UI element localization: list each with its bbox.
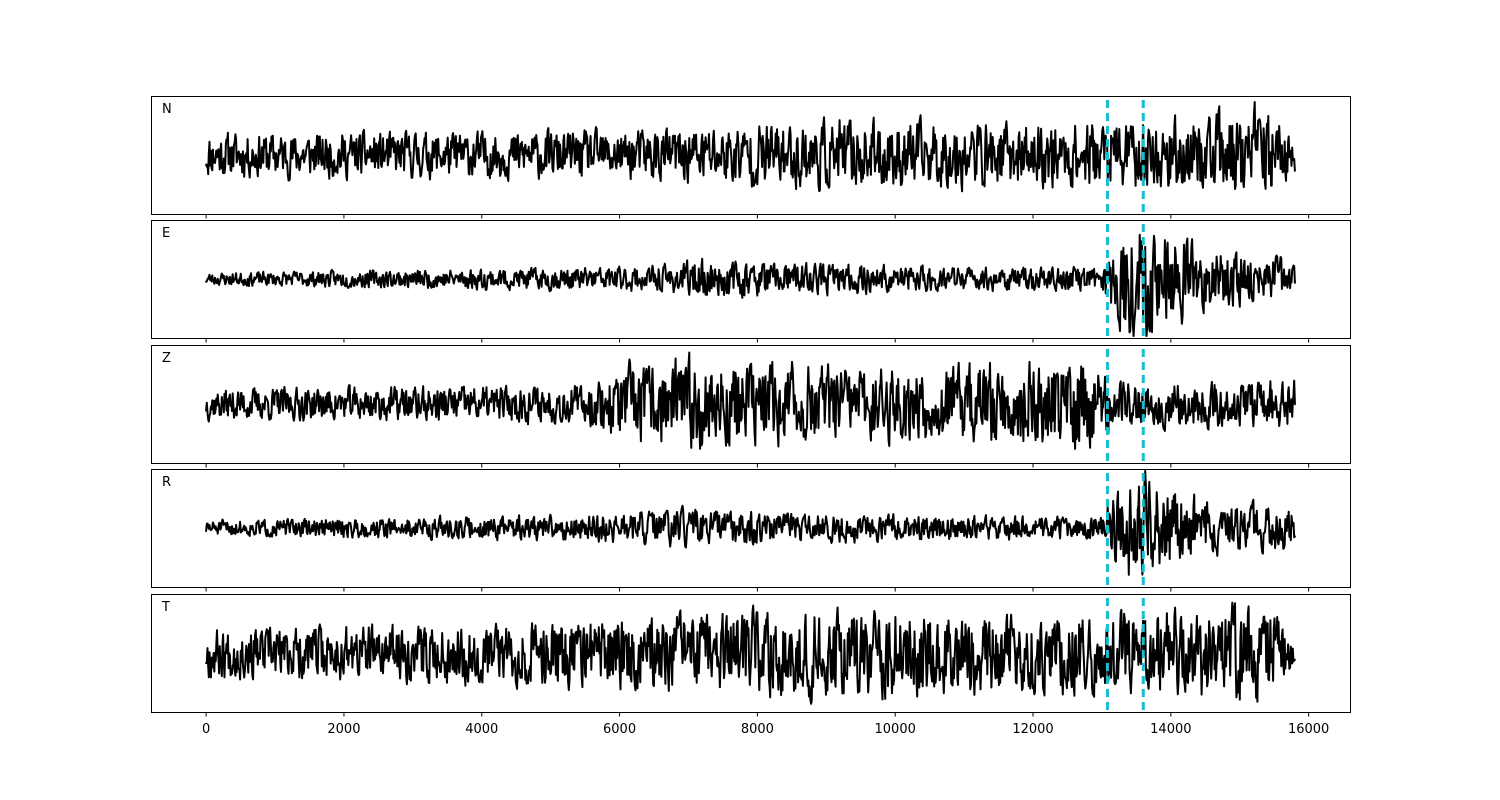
x-tick-label: 4000: [465, 722, 498, 737]
x-tick-label: 8000: [741, 722, 774, 737]
panel-label: R: [162, 475, 171, 490]
x-tick-label: 6000: [603, 722, 636, 737]
waveform-trace-n: [205, 101, 1296, 193]
panel-n: N: [151, 96, 1351, 219]
x-tick-label: 2000: [327, 722, 360, 737]
x-tick-label: 16000: [1288, 722, 1329, 737]
panel-frame: [151, 345, 1351, 464]
panel-label: T: [161, 600, 170, 615]
x-tick-label: 10000: [875, 722, 916, 737]
panel-label: Z: [162, 351, 171, 366]
panel-e: E: [151, 220, 1351, 343]
panel-frame: [151, 220, 1351, 339]
waveform-trace-z: [205, 351, 1296, 450]
panel-label: N: [162, 102, 172, 117]
waveform-trace-t: [205, 601, 1296, 705]
panel-t: T: [151, 594, 1351, 717]
waveform-trace-e: [205, 233, 1296, 337]
x-tick-label: 0: [202, 722, 210, 737]
x-tick-label: 14000: [1150, 722, 1191, 737]
panel-label: E: [162, 226, 170, 241]
panel-frame: [151, 96, 1351, 215]
panel-frame: [151, 594, 1351, 713]
panel-r: R: [151, 469, 1351, 592]
waveform-trace-r: [205, 470, 1296, 576]
panel-frame: [151, 469, 1351, 588]
panel-z: Z: [151, 345, 1351, 468]
x-tick-label: 12000: [1012, 722, 1053, 737]
